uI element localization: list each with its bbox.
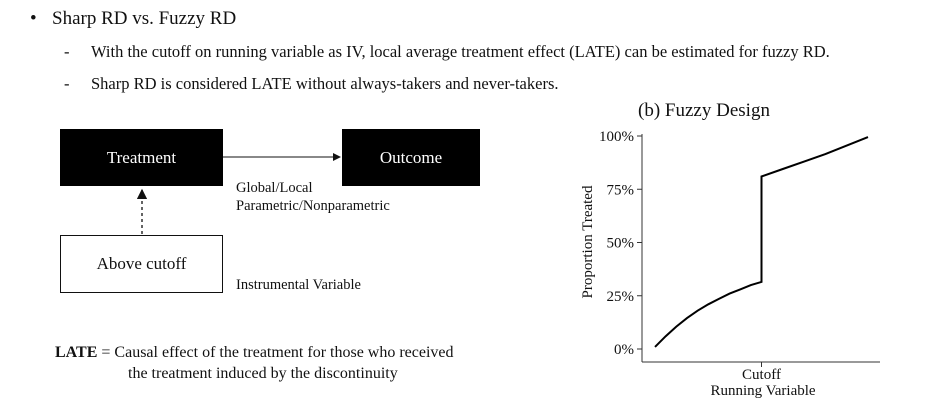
y-tick-label: 25% — [607, 289, 635, 305]
chart-series — [654, 136, 869, 348]
bullet-dot-icon: • — [30, 8, 37, 29]
chart-title: (b) Fuzzy Design — [638, 100, 770, 121]
y-tick-label: 100% — [599, 129, 634, 145]
treatment-box: Treatment — [60, 129, 223, 186]
outcome-label: Outcome — [379, 147, 443, 167]
above-cutoff-box: Above cutoff — [60, 235, 223, 293]
subpoint-2-text: Sharp RD is considered LATE without alwa… — [91, 74, 559, 93]
subpoint-1-text: With the cutoff on running variable as I… — [91, 42, 830, 61]
proportion-treated-line — [654, 136, 869, 348]
above-cutoff-label: Above cutoff — [96, 254, 187, 273]
late-definition-1: = Causal effect of the treatment for tho… — [101, 344, 454, 361]
x-ticks: Cutoff — [742, 362, 781, 383]
x-tick-label: Cutoff — [742, 367, 781, 383]
late-note-line-1: LATE = Causal effect of the treatment fo… — [55, 342, 454, 363]
y-tick-label: 50% — [607, 236, 635, 252]
arrow-label-2: Parametric/Nonparametric — [236, 198, 390, 214]
iv-label: Instrumental Variable — [236, 277, 361, 293]
subpoint-1: - With the cutoff on running variable as … — [64, 42, 830, 62]
bullet-text: Sharp RD vs. Fuzzy RD — [52, 8, 237, 29]
subpoint-2: - Sharp RD is considered LATE without alw… — [64, 74, 559, 94]
y-tick-label: 0% — [614, 342, 634, 358]
dash-icon: - — [64, 74, 70, 93]
treatment-label: Treatment — [106, 147, 177, 167]
late-term: LATE — [55, 344, 98, 361]
fuzzy-design-chart: (b) Fuzzy Design 0%25%50%75%100% Cutoff … — [580, 100, 880, 399]
dash-icon: - — [64, 42, 70, 61]
y-axis-label: Proportion Treated — [580, 185, 596, 298]
outcome-box: Outcome — [342, 129, 480, 186]
bullet-heading: • Sharp RD vs. Fuzzy RD — [30, 8, 236, 30]
x-axis-label: Running Variable — [710, 383, 815, 399]
y-ticks: 0% 25% 50% 75% 100% — [599, 129, 642, 358]
late-note-line-2: the treatment induced by the discontinui… — [128, 365, 398, 382]
arrow-label-1: Global/Local — [236, 180, 313, 196]
y-tick-label: 75% — [607, 182, 635, 198]
